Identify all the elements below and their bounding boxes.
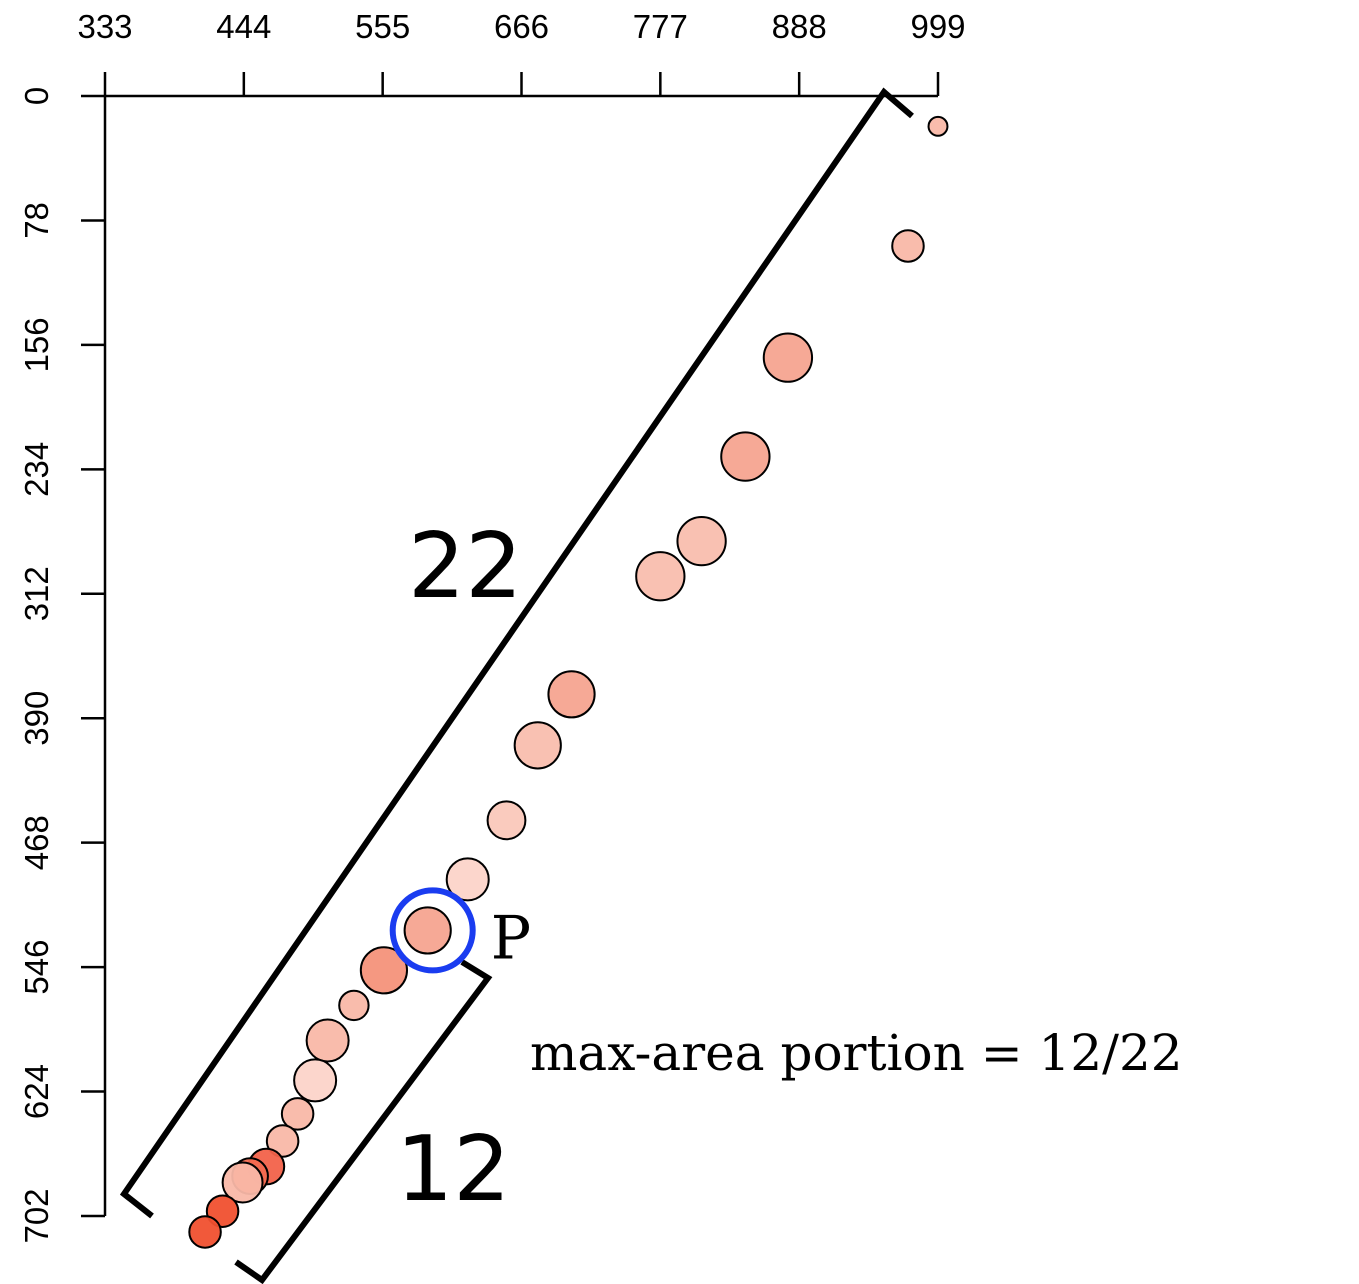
portion-annotation: max-area portion = 12/22 bbox=[530, 1024, 1183, 1082]
y-tick-label: 546 bbox=[18, 940, 55, 995]
data-point bbox=[221, 1161, 264, 1204]
axes: 333 444 555 666 777 888 999 0 78 156 234 312 390 468… bbox=[18, 8, 966, 1244]
data-point bbox=[547, 670, 596, 719]
data-point bbox=[762, 332, 814, 383]
y-tick-label: 312 bbox=[18, 566, 55, 621]
data-point bbox=[280, 1097, 315, 1131]
x-tick-label: 555 bbox=[355, 8, 410, 45]
x-tick-label: 888 bbox=[772, 8, 827, 45]
data-point bbox=[338, 989, 370, 1022]
data-point bbox=[403, 906, 452, 955]
x-tick-label: 333 bbox=[77, 8, 132, 45]
y-tick-label: 234 bbox=[18, 442, 55, 497]
y-tick-label: 390 bbox=[18, 691, 55, 746]
data-point bbox=[188, 1215, 222, 1249]
data-point bbox=[513, 721, 562, 770]
data-point bbox=[265, 1124, 300, 1158]
data-point bbox=[293, 1058, 338, 1103]
y-tick-label: 0 bbox=[18, 87, 55, 105]
outer-bracket bbox=[119, 87, 914, 1219]
data-point bbox=[676, 515, 727, 567]
data-points bbox=[188, 115, 949, 1249]
data-point bbox=[927, 115, 949, 137]
y-tick-label: 468 bbox=[18, 815, 55, 870]
y-tick-label: 624 bbox=[18, 1064, 55, 1119]
x-tick-label: 777 bbox=[633, 8, 688, 45]
inner-bracket bbox=[234, 959, 493, 1284]
x-tick-label: 999 bbox=[910, 8, 965, 45]
inner-count-label: 12 bbox=[396, 1117, 511, 1222]
y-tick-label: 78 bbox=[18, 202, 55, 239]
data-point bbox=[891, 229, 925, 263]
y-tick-label: 156 bbox=[18, 317, 55, 372]
highlight-ring bbox=[389, 887, 476, 974]
x-tick-label: 444 bbox=[216, 8, 271, 45]
y-tick-label: 702 bbox=[18, 1188, 55, 1243]
data-point bbox=[305, 1018, 350, 1063]
data-point bbox=[720, 431, 771, 482]
data-point bbox=[635, 551, 686, 602]
highlight-label: P bbox=[491, 903, 531, 973]
brackets bbox=[119, 87, 914, 1284]
data-point bbox=[486, 800, 527, 841]
data-point bbox=[359, 946, 409, 995]
data-point bbox=[445, 857, 490, 902]
y-axis-ticks: 0 78 156 234 312 390 468 546 624 702 bbox=[18, 87, 105, 1244]
outer-count-label: 22 bbox=[408, 514, 523, 619]
x-axis-ticks: 333 444 555 666 777 888 999 bbox=[77, 8, 966, 96]
x-tick-label: 666 bbox=[494, 8, 549, 45]
